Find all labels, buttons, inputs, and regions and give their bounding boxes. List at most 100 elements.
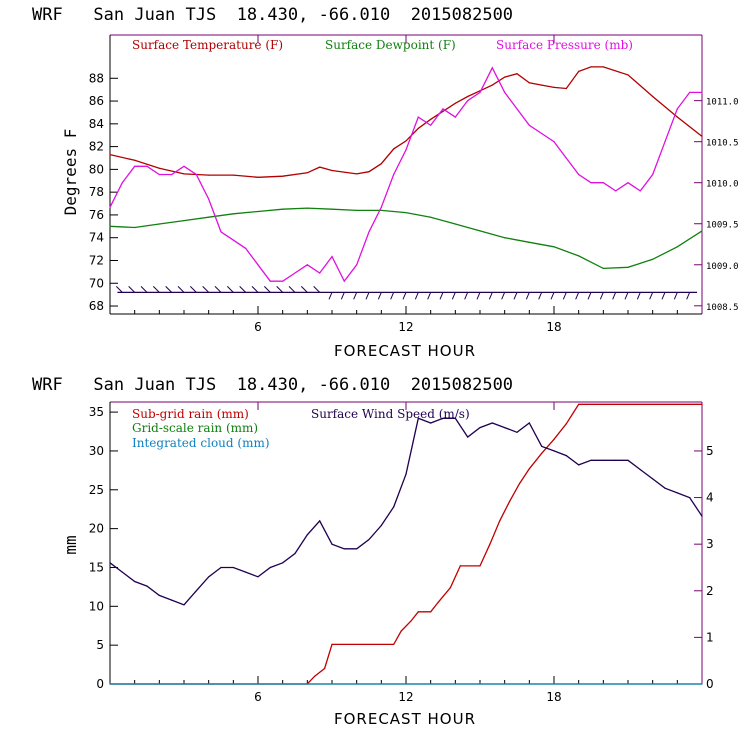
top-series-surface-dewpoint-f-point — [479, 230, 481, 232]
wind-barb — [263, 286, 271, 293]
top-series-surface-dewpoint-f-point — [232, 213, 234, 215]
bottom-series-integrated-cloud-mm-point — [109, 683, 111, 685]
top-series-surface-pressure-mb-point — [331, 256, 333, 258]
bottom-y-tick-label: 25 — [89, 483, 104, 497]
bottom-series-surface-wind-speed-m-s-point — [294, 552, 296, 555]
top-series-surface-dewpoint-f-point — [430, 216, 432, 218]
top-series-surface-dewpoint-f-point — [405, 212, 407, 214]
wind-barb — [599, 292, 604, 300]
top-series-surface-temperature-f-point — [356, 173, 358, 175]
bottom-series-sub-grid-rain-mm-point — [701, 403, 703, 405]
top-series-surface-temperature-f-point — [208, 174, 210, 176]
wind-barb — [550, 292, 555, 300]
top-series-surface-pressure-mb-point — [491, 67, 493, 69]
bottom-series-surface-wind-speed-m-s-point — [331, 543, 333, 545]
top-series-surface-dewpoint-f-point — [158, 223, 160, 225]
wind-barb — [612, 292, 617, 300]
wind-barb — [189, 286, 197, 293]
wind-barb — [251, 286, 259, 293]
top-series-surface-pressure-mb-point — [109, 206, 111, 208]
bottom-series-sub-grid-rain-mm-point — [553, 438, 555, 440]
top-chart-title: WRF San Juan TJS 18.430, -66.010 2015082… — [32, 5, 513, 25]
bottom-series-surface-wind-speed-m-s-point — [171, 599, 173, 601]
wind-barb — [152, 286, 160, 293]
top-series-surface-dewpoint-f-point — [528, 241, 530, 243]
top-series-surface-pressure-mb-point — [269, 280, 271, 282]
top-series-surface-temperature-f-point — [701, 135, 703, 137]
wind-barb — [365, 292, 370, 300]
bottom-series-surface-wind-speed-m-s-point — [269, 566, 271, 569]
wind-barb — [513, 292, 518, 300]
bottom-series-integrated-cloud-mm-point — [701, 683, 703, 685]
bottom-y2-tick-label: 0 — [706, 677, 714, 691]
top-series-surface-dewpoint-f-point — [282, 208, 284, 210]
bottom-series-surface-wind-speed-m-s-point — [282, 562, 284, 564]
bottom-y-tick-label: 0 — [96, 677, 104, 691]
top-series-surface-pressure-mb-point — [294, 272, 296, 274]
wind-barb — [115, 286, 123, 293]
top-series-surface-pressure-mb-point — [121, 182, 123, 184]
top-series-surface-pressure-mb-point — [639, 190, 641, 192]
bottom-series-sub-grid-rain-mm-point — [400, 630, 402, 632]
top-series-surface-pressure-mb-point — [565, 157, 567, 159]
top-series-surface-pressure-mb-point — [664, 141, 666, 143]
top-y-tick-label: 68 — [89, 299, 104, 313]
bottom-series-surface-wind-speed-m-s-point — [393, 506, 395, 508]
top-series-surface-temperature-f-point — [467, 95, 469, 98]
top-series-surface-pressure-mb-point — [689, 91, 691, 93]
top-series-surface-temperature-f-point — [430, 118, 432, 120]
bottom-series-surface-wind-speed-m-s-point — [146, 585, 148, 587]
bottom-series-surface-wind-speed-m-s-point — [590, 459, 592, 461]
top-y-tick-label: 76 — [89, 208, 104, 222]
top-series-surface-pressure-mb-point — [405, 149, 407, 151]
top-series-surface-dewpoint-f-point — [208, 216, 210, 218]
bottom-y-tick-label: 35 — [89, 405, 104, 419]
bottom-series-surface-wind-speed-m-s-point — [565, 455, 567, 457]
top-series-surface-temperature-f-point — [134, 159, 136, 161]
bottom-series-surface-wind-speed-m-s-point — [195, 590, 197, 592]
bottom-x-tick-label: 18 — [546, 690, 561, 704]
bottom-series-surface-wind-speed-m-s-point — [491, 422, 493, 424]
top-series-surface-pressure-mb-point — [343, 280, 345, 282]
top-series-surface-pressure-mb-point — [257, 264, 259, 266]
wind-barb — [313, 286, 321, 293]
bottom-series-surface-wind-speed-m-s-point — [220, 566, 222, 569]
bottom-series-surface-wind-speed-m-s-point — [232, 566, 234, 569]
wind-barb — [390, 292, 395, 300]
top-series-surface-pressure-mb-point — [195, 173, 197, 176]
top-y2-tick-label: 1011.0 — [706, 98, 739, 108]
bottom-x-axis-label: FORECAST HOUR — [334, 710, 476, 728]
bottom-series-surface-wind-speed-m-s-point — [541, 445, 543, 447]
top-series-surface-pressure-mb-point — [134, 165, 136, 167]
top-series-surface-dewpoint-f — [109, 207, 703, 270]
top-series-surface-pressure-mb-point — [393, 173, 395, 176]
wind-barb — [427, 292, 432, 300]
top-series-surface-temperature-f-point — [257, 176, 259, 178]
bottom-series-sub-grid-rain-mm-point — [324, 667, 326, 670]
wind-barb — [501, 292, 506, 300]
bottom-chart-title: WRF San Juan TJS 18.430, -66.010 2015082… — [32, 375, 513, 395]
bottom-series-surface-wind-speed-m-s-point — [479, 427, 481, 429]
bottom-series-surface-wind-speed-m-s-point — [516, 431, 518, 433]
wind-barb — [300, 286, 308, 293]
bottom-series-surface-wind-speed-m-s-point — [319, 520, 321, 522]
top-series-surface-temperature-f-point — [578, 70, 580, 72]
top-series-surface-temperature-f-point — [602, 66, 604, 68]
top-series-surface-pressure-mb-point — [652, 173, 654, 176]
wind-barb — [239, 286, 247, 293]
wind-barb — [202, 286, 210, 293]
bottom-y2-tick-label: 4 — [706, 491, 714, 505]
top-series-surface-dewpoint-f-point — [380, 209, 382, 211]
bottom-series-sub-grid-rain-mm-point — [449, 587, 451, 589]
bottom-x-tick-label: 12 — [398, 690, 413, 704]
top-series-surface-pressure-mb-point — [701, 91, 703, 93]
top-series-surface-dewpoint-f-point — [578, 255, 580, 257]
top-series-surface-pressure-mb-point — [516, 108, 518, 110]
top-series-surface-dewpoint-f-point — [553, 246, 555, 248]
wind-barb — [476, 292, 481, 300]
bottom-series-surface-wind-speed-m-s-point — [430, 422, 432, 424]
top-y-tick-label: 70 — [89, 276, 104, 290]
top-y2-tick-label: 1009.0 — [706, 262, 739, 272]
bottom-series-surface-wind-speed-m-s-point — [109, 562, 111, 564]
wind-barb — [402, 292, 407, 300]
